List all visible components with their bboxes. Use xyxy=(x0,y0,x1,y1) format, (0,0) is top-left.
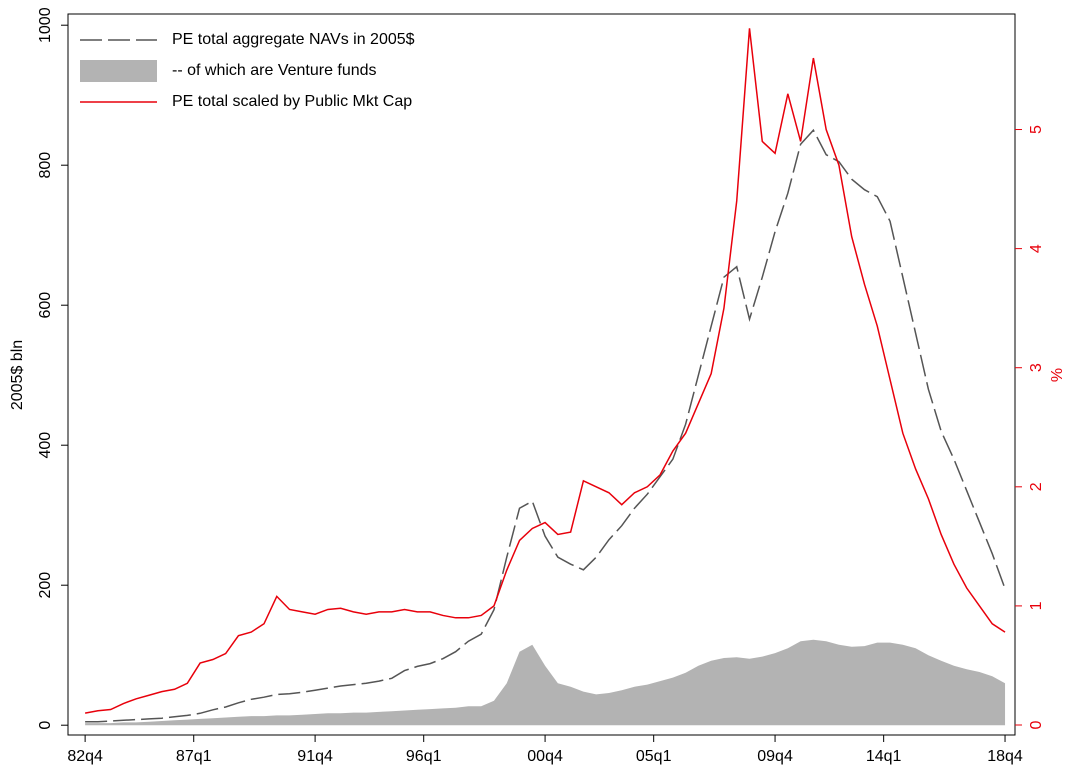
x-tick-label: 18q4 xyxy=(987,748,1023,765)
plot-frame xyxy=(67,13,1016,736)
x-tick-label: 82q4 xyxy=(67,748,103,765)
x-tick-label: 91q4 xyxy=(297,748,333,765)
y2-tick-label: 4 xyxy=(1028,244,1045,253)
area xyxy=(85,639,1006,726)
legend-label: -- of which are Venture funds xyxy=(172,62,377,79)
legend-swatch xyxy=(80,60,157,82)
line xyxy=(85,128,1006,723)
x-tick-label: 87q1 xyxy=(176,748,212,765)
x-tick-label: 14q1 xyxy=(866,748,902,765)
y-tick-label: 200 xyxy=(37,572,54,599)
y2-tick-label: 5 xyxy=(1028,125,1045,134)
y-tick-label: 600 xyxy=(37,292,54,319)
y2-axis-title: % xyxy=(1049,368,1066,382)
y-tick-label: 0 xyxy=(37,721,54,730)
x-tick-label: 96q1 xyxy=(406,748,442,765)
y-tick-label: 1000 xyxy=(37,7,54,43)
y2-tick-label: 3 xyxy=(1028,363,1045,372)
y-tick-label: 400 xyxy=(37,432,54,459)
x-tick-label: 09q4 xyxy=(757,748,793,765)
legend-label: PE total aggregate NAVs in 2005$ xyxy=(172,31,415,48)
y2-tick-label: 0 xyxy=(1028,720,1045,729)
y-axis-title: 2005$ bln xyxy=(9,340,26,410)
y2-tick-label: 1 xyxy=(1028,601,1045,610)
x-tick-label: 05q1 xyxy=(636,748,672,765)
legend-label: PE total scaled by Public Mkt Cap xyxy=(172,93,412,110)
y-tick-label: 800 xyxy=(37,152,54,179)
x-tick-label: 00q4 xyxy=(527,748,563,765)
line xyxy=(84,28,1006,714)
y2-tick-label: 2 xyxy=(1028,482,1045,491)
